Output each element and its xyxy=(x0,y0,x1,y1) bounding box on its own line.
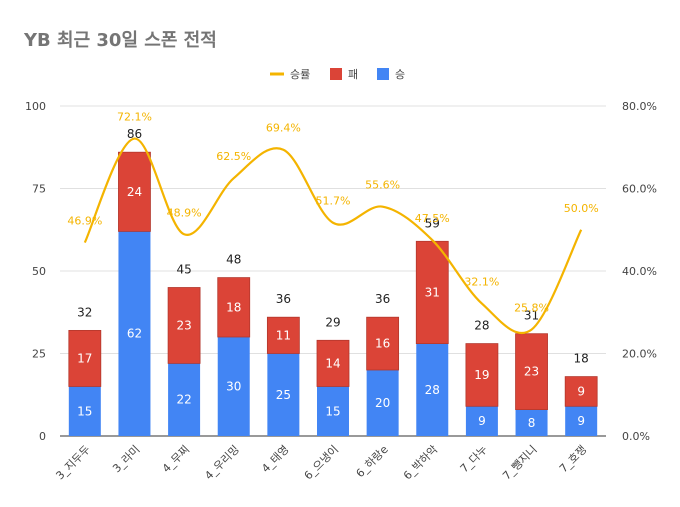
y-right-tick-label: 60.0% xyxy=(622,183,657,196)
x-tick-label: 7_다누 xyxy=(458,443,490,475)
x-tick-label: 6_박하악 xyxy=(400,442,440,482)
x-tick-label: 6_하랑e xyxy=(353,442,391,480)
data-label-win: 22 xyxy=(176,393,191,407)
bar-win xyxy=(168,363,201,436)
x-tick-label: 3_라미 xyxy=(110,443,142,475)
data-label-total: 18 xyxy=(574,352,589,366)
win-rate-label: 25.8% xyxy=(514,302,549,315)
win-rate-label: 62.5% xyxy=(216,150,251,163)
data-label-loss: 18 xyxy=(226,300,241,314)
data-label-total: 31 xyxy=(524,309,539,323)
win-rate-label: 32.1% xyxy=(464,276,499,289)
bar-loss xyxy=(515,333,548,411)
data-label-loss: 31 xyxy=(425,285,440,299)
win-rate-label: 50.0% xyxy=(564,202,599,215)
x-tick-label: 4_무찌 xyxy=(160,443,192,475)
bar-win xyxy=(416,343,449,436)
x-tick-label: 7_뺑지니 xyxy=(500,443,539,482)
win-rate-label: 46.9% xyxy=(67,215,102,228)
data-label-loss: 23 xyxy=(524,365,539,379)
legend-box-swatch xyxy=(330,68,342,80)
data-label-loss: 16 xyxy=(375,337,390,351)
bar-win xyxy=(515,409,548,436)
legend-label: 승률 xyxy=(290,68,310,81)
bar-loss xyxy=(266,316,300,354)
win-rate-line xyxy=(83,137,583,335)
data-label-win: 28 xyxy=(425,383,440,397)
win-rate-label: 51.7% xyxy=(316,195,351,208)
bar-win xyxy=(118,231,151,436)
bar-loss xyxy=(564,376,598,407)
bar-loss xyxy=(217,277,251,338)
win-rate-label: 55.6% xyxy=(365,179,400,192)
data-label-win: 15 xyxy=(77,404,92,418)
data-label-win: 30 xyxy=(226,380,241,394)
chart-title: YB 최근 30일 스폰 전적 xyxy=(24,30,217,51)
bar-loss xyxy=(366,316,400,371)
y-left-tick-label: 100 xyxy=(25,100,46,113)
data-label-win: 9 xyxy=(478,414,486,428)
bar-win xyxy=(465,406,498,436)
data-label-total: 48 xyxy=(226,253,241,267)
y-left-tick-label: 50 xyxy=(32,265,46,278)
bar-win xyxy=(68,386,101,436)
data-label-loss: 14 xyxy=(325,356,340,370)
data-label-total: 28 xyxy=(474,319,489,333)
bar-win xyxy=(217,337,250,436)
data-label-loss: 23 xyxy=(176,318,191,332)
bar-loss xyxy=(68,329,102,387)
data-label-win: 20 xyxy=(375,396,390,410)
win-rate-label: 69.4% xyxy=(266,122,301,135)
data-label-win: 25 xyxy=(276,388,291,402)
bar-loss xyxy=(316,339,350,387)
bar-win xyxy=(267,353,300,436)
y-right-tick-label: 20.0% xyxy=(622,348,657,361)
x-tick-label: 6_으냉이 xyxy=(302,443,341,482)
bar-loss xyxy=(415,240,449,345)
bar-loss xyxy=(465,343,499,407)
data-label-total: 36 xyxy=(276,292,291,306)
bar-loss xyxy=(118,151,151,232)
x-tick-label: 4_태영 xyxy=(259,443,291,475)
data-label-total: 36 xyxy=(375,292,390,306)
y-left-tick-label: 0 xyxy=(39,430,46,443)
win-rate-label: 72.1% xyxy=(117,111,152,124)
y-right-tick-label: 0.0% xyxy=(622,430,650,443)
bar-loss xyxy=(167,287,201,364)
legend-box-swatch xyxy=(377,68,389,80)
data-label-win: 8 xyxy=(528,416,536,430)
y-left-tick-label: 75 xyxy=(32,183,46,196)
data-label-total: 29 xyxy=(325,315,340,329)
data-label-total: 59 xyxy=(425,216,440,230)
data-label-win: 62 xyxy=(127,327,142,341)
x-tick-label: 3_지두두 xyxy=(53,443,92,482)
data-label-loss: 19 xyxy=(474,368,489,382)
x-tick-label: 4_우리밍 xyxy=(202,443,241,482)
win-rate-label: 47.5% xyxy=(415,212,450,225)
data-label-loss: 17 xyxy=(77,351,92,365)
data-label-loss: 24 xyxy=(127,185,142,199)
y-right-tick-label: 80.0% xyxy=(622,100,657,113)
data-label-total: 32 xyxy=(77,305,92,319)
bar-win xyxy=(565,406,598,436)
data-label-loss: 11 xyxy=(276,328,291,342)
x-tick-label: 7_호쟁 xyxy=(557,443,589,475)
win-rate-label: 48.9% xyxy=(167,206,202,219)
legend-label: 승 xyxy=(395,68,405,81)
data-label-win: 9 xyxy=(577,414,585,428)
bar-win xyxy=(317,386,349,436)
y-right-tick-label: 40.0% xyxy=(622,265,657,278)
data-label-win: 15 xyxy=(325,404,340,418)
bar-win xyxy=(366,370,399,436)
data-label-total: 45 xyxy=(176,263,191,277)
y-left-tick-label: 25 xyxy=(32,348,46,361)
data-label-loss: 9 xyxy=(577,384,585,398)
legend-label: 패 xyxy=(348,68,358,81)
data-label-total: 86 xyxy=(127,127,142,141)
